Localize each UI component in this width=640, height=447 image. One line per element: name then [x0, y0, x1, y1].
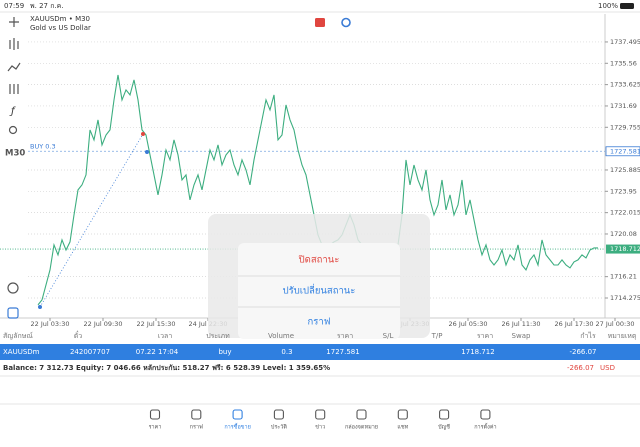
crosshair-icon[interactable]	[9, 17, 19, 27]
order-price: 1727.581	[610, 147, 640, 155]
tab-label[interactable]: ข่าว	[315, 425, 325, 431]
status-time: 07:59	[4, 2, 24, 10]
currency: USD	[600, 364, 615, 372]
trade-button[interactable]	[315, 18, 325, 27]
x-tick-label: 22 Jul 03:30	[31, 320, 70, 328]
tab-icon[interactable]	[480, 409, 491, 420]
row-cell: XAUUSDm	[3, 348, 40, 356]
y-tick-label: 1729.755	[610, 123, 640, 131]
battery-icon	[620, 3, 634, 9]
y-tick-label: 1714.275	[610, 294, 640, 302]
column-header: Volume	[268, 332, 294, 340]
close-position[interactable]: ปิดสถานะ	[298, 255, 340, 266]
column-header: ประเภท	[206, 332, 230, 340]
f-icon[interactable]: ƒ	[9, 106, 16, 117]
tab-bar: ราคา กราฟ การซื้อขาย ประวัติ ข่าว กล่องจดหมาย…	[149, 409, 497, 431]
tab-icon[interactable]	[356, 409, 367, 420]
exit-marker	[141, 132, 145, 136]
history-icon[interactable]	[7, 282, 19, 294]
y-tick-label: 1725.885	[610, 166, 640, 174]
symbol: XAUUSDm • M30	[30, 15, 90, 23]
tab-icon[interactable]	[232, 409, 243, 420]
tab-icon[interactable]	[439, 409, 450, 420]
modify-position[interactable]: ปรับเปลี่ยนสถานะ	[283, 284, 356, 297]
column-header: T/P	[431, 332, 443, 340]
column-header: หมายเหตุ	[608, 332, 637, 340]
bid-box	[606, 244, 640, 254]
x-tick-label: 22 Jul 09:30	[84, 320, 123, 328]
column-header: เวลา	[158, 332, 173, 340]
settings-icon[interactable]	[9, 84, 19, 94]
row-cell: 07.22 17:04	[136, 348, 179, 356]
tab-icon[interactable]	[149, 409, 161, 420]
y-tick-label: 1720.08	[610, 230, 637, 238]
y-tick-label: 1731.69	[610, 102, 637, 110]
tab-icon[interactable]	[191, 409, 202, 420]
selected-row[interactable]	[0, 344, 640, 360]
description: Gold vs US Dollar	[30, 24, 91, 32]
x-tick-label: 26 Jul 11:30	[502, 320, 541, 328]
y-tick-label: 1723.95	[610, 187, 637, 195]
chart-type-icon[interactable]	[7, 62, 21, 72]
x-tick-label: 26 Jul 17:30	[555, 320, 594, 328]
tab-label[interactable]: ราคา	[149, 425, 162, 431]
summary-profit: -266.07	[567, 364, 594, 372]
x-tick-label: 27 Jul 00:30	[596, 320, 635, 328]
row-cell: 242007707	[70, 348, 110, 356]
objects-icon[interactable]	[8, 125, 18, 135]
row-cell: -266.07	[569, 348, 596, 356]
chart-option[interactable]: กราฟ	[308, 317, 331, 328]
trade-link	[39, 133, 144, 308]
order-price-box	[605, 146, 640, 157]
x-tick-label: 22 Jul 15:30	[137, 320, 176, 328]
entry-marker	[38, 305, 42, 309]
indicator-icon[interactable]	[9, 38, 19, 50]
row-cell: 0.3	[281, 348, 292, 356]
chart: 1737.495 1735.56 1733.625 1731.69 1729.755 17…	[0, 14, 640, 328]
tab-label[interactable]: การซื้อขาย	[224, 423, 250, 431]
tab-icon[interactable]	[315, 409, 326, 420]
account-summary: Balance: 7 312.73 Equity: 7 046.66 หลักป…	[3, 364, 330, 372]
column-header: Swap	[512, 332, 531, 340]
timeframe[interactable]: M30	[5, 149, 25, 159]
x-tick-label: 26 Jul 05:30	[449, 320, 488, 328]
tab-label[interactable]: การตั้งค่า	[474, 423, 496, 431]
status-date: พ. 27 ก.ค.	[30, 2, 64, 10]
row-cell: buy	[218, 348, 231, 356]
column-header: ราคา	[337, 332, 353, 340]
bid-price: 1718.712	[610, 245, 640, 253]
row-cell: 1727.581	[326, 348, 359, 356]
column-header: สัญลักษณ์	[3, 332, 33, 340]
tab-icon[interactable]	[397, 409, 408, 420]
tab-label[interactable]: ประวัติ	[271, 424, 287, 431]
tab-icon[interactable]	[273, 409, 284, 420]
column-header: S/L	[383, 332, 394, 340]
y-tick-label: 1733.625	[610, 81, 640, 89]
tab-label[interactable]: แชท	[397, 424, 408, 431]
tab-label[interactable]: กราฟ	[190, 424, 203, 431]
y-tick-label: 1735.56	[610, 59, 637, 67]
y-tick-label: 1722.015	[610, 209, 640, 217]
popup: ปิดสถานะ ปรับเปลี่ยนสถานะ กราฟ	[238, 243, 400, 339]
column-header: กำไร	[580, 331, 596, 340]
one-click-icon[interactable]	[7, 307, 19, 319]
y-tick-label: 1737.495	[610, 38, 640, 46]
toolbar: ƒ M30	[5, 17, 25, 319]
exit-marker	[145, 150, 149, 154]
status-battery: 100%	[598, 2, 618, 10]
popup-box	[238, 243, 400, 339]
column-header: ราคา	[477, 332, 493, 340]
column-header: ตั๋ว	[74, 331, 83, 340]
y-tick-label: 1716.21	[610, 273, 637, 281]
tab-label[interactable]: บัญชี	[438, 424, 450, 431]
trade-table: Balance: 7 312.73 Equity: 7 046.66 หลักป…	[0, 331, 640, 377]
signal-icon[interactable]	[341, 17, 351, 28]
row-cell: 1718.712	[461, 348, 494, 356]
order-label: BUY 0.3	[30, 142, 56, 150]
tab-label[interactable]: กล่องจดหมาย	[345, 425, 378, 431]
